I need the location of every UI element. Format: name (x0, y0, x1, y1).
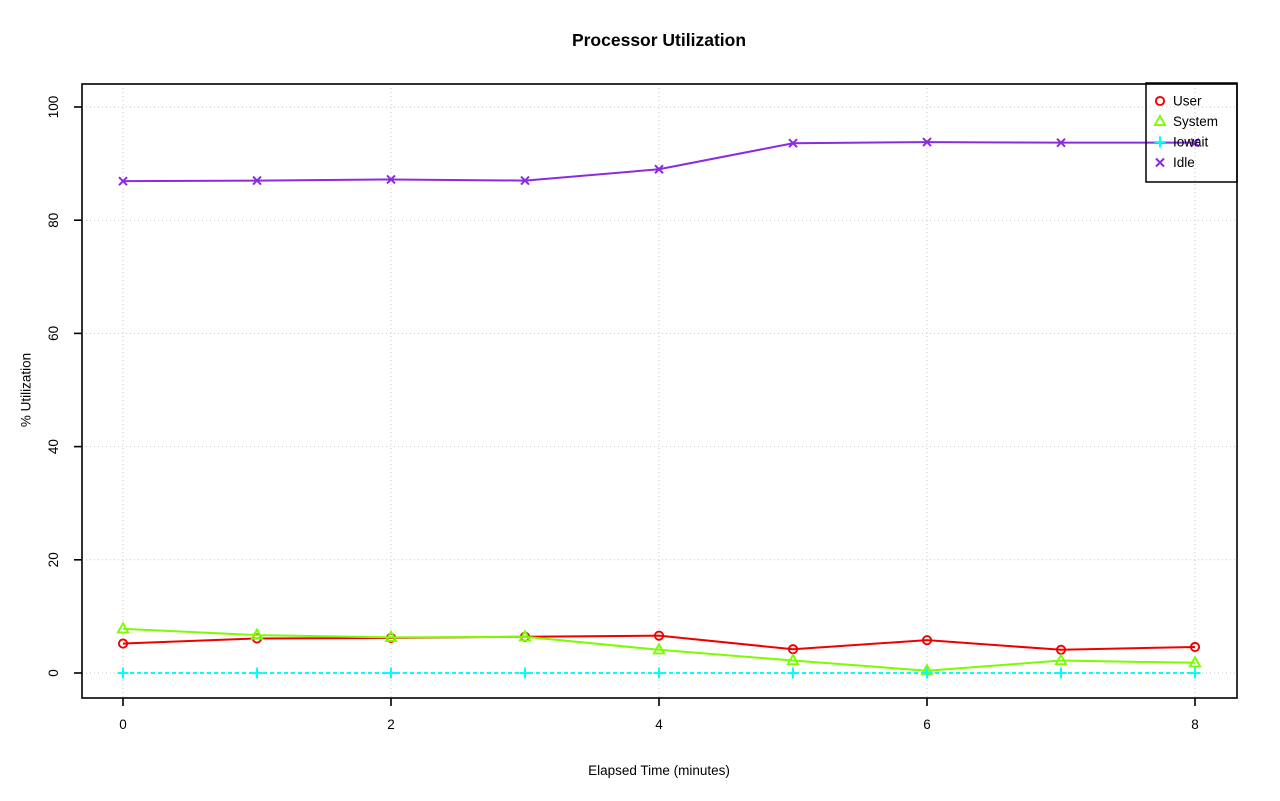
series-iowait (117, 667, 1201, 679)
legend-label: Idle (1173, 155, 1195, 170)
marker-circle (117, 638, 129, 649)
marker-triangle (518, 629, 532, 642)
marker-circle (921, 635, 933, 646)
marker-plus (787, 667, 799, 679)
y-tick-label: 20 (46, 552, 61, 567)
marker-x (252, 175, 262, 186)
marker-triangle (384, 629, 398, 642)
marker-x (520, 175, 530, 186)
marker-triangle (250, 627, 264, 640)
y-tick-label: 80 (46, 213, 61, 228)
marker-plus (519, 667, 531, 679)
marker-plus (1154, 136, 1166, 148)
chart-title: Processor Utilization (571, 30, 747, 50)
series-line-system (122, 627, 1196, 672)
marker-plus (251, 667, 263, 679)
marker-triangle (786, 652, 800, 666)
x-tick-label: 2 (387, 717, 395, 732)
x-axis-label: Elapsed Time (minutes) (588, 763, 730, 778)
marker-x (1056, 137, 1066, 148)
marker-plus (117, 667, 129, 679)
legend-item-user: User (1154, 94, 1202, 109)
marker-circle (1189, 641, 1201, 653)
marker-triangle (1153, 113, 1167, 127)
legend-label: User (1173, 94, 1202, 109)
y-tick-label: 0 (46, 669, 61, 677)
marker-x (118, 176, 128, 186)
marker-x (1190, 137, 1200, 148)
legend-item-system: System (1153, 113, 1218, 129)
legend-item-idle: Idle (1155, 155, 1195, 170)
marker-triangle (116, 621, 130, 634)
marker-triangle (652, 642, 666, 655)
marker-x (386, 174, 396, 185)
x-tick-label: 4 (655, 717, 663, 732)
marker-x (788, 138, 798, 148)
y-tick-label: 100 (46, 96, 61, 119)
series-system (116, 621, 1202, 676)
marker-triangle (1188, 655, 1202, 668)
marker-plus (1055, 667, 1067, 679)
series-line-user (122, 634, 1196, 651)
marker-plus (1189, 667, 1201, 679)
marker-x (1155, 157, 1165, 168)
series-line-idle (122, 141, 1195, 183)
legend-label: Iowait (1173, 135, 1209, 150)
x-tick-label: 6 (923, 717, 931, 732)
marker-plus (385, 667, 397, 679)
marker-circle (653, 630, 665, 641)
y-tick-label: 40 (46, 439, 61, 454)
marker-x (654, 164, 664, 174)
legend-label: System (1173, 114, 1218, 129)
marker-triangle (1054, 652, 1068, 666)
marker-plus (653, 667, 665, 679)
y-tick-label: 60 (46, 326, 61, 341)
legend-box (1145, 82, 1238, 183)
series-idle (118, 137, 1200, 186)
x-tick-label: 0 (119, 717, 127, 732)
marker-plus (921, 667, 933, 679)
x-tick-label: 8 (1191, 717, 1199, 732)
marker-x (922, 137, 932, 147)
legend: User System Iowait Idle (1145, 82, 1238, 183)
marker-circle (1154, 95, 1166, 107)
legend-item-iowait: Iowait (1154, 135, 1209, 150)
